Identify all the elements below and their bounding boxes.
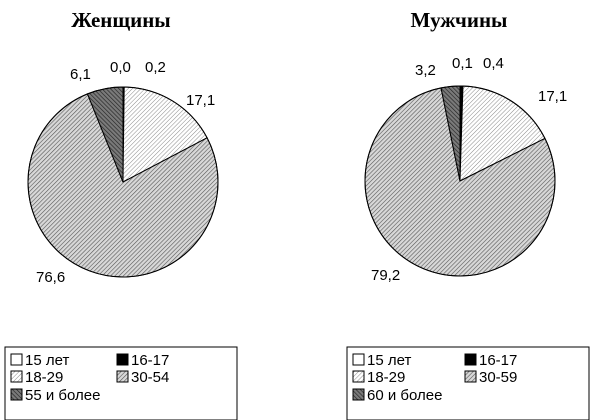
legend-men: 15 лет 16-17 18-29 30-59 60 и более: [346, 346, 590, 420]
legend-swatch-men-18-29: [352, 370, 365, 383]
legend-swatch-women-16-17: [116, 353, 129, 366]
data-label-men-30-59: 79,2: [371, 267, 400, 284]
legend-label-women-15: 15 лет: [25, 352, 69, 369]
pie-slice-women-outline: [27, 86, 219, 278]
legend-label-men-18-29: 18-29: [367, 369, 405, 386]
legend-label-women-55: 55 и более: [25, 387, 100, 404]
legend-swatch-women-55: [10, 388, 23, 401]
data-label-women-55: 6,1: [70, 66, 91, 83]
chart-title-men: Мужчины: [411, 8, 508, 32]
legend-label-women-30-54: 30-54: [131, 369, 169, 386]
legend-swatch-men-60: [352, 388, 365, 401]
data-label-women-16-17: 0,2: [145, 59, 166, 76]
pie-chart-men: Мужчины 0,1 0,4 17,1 79,2 3,2 15 лет 16-…: [346, 8, 590, 420]
data-label-women-18-29: 17,1: [186, 92, 215, 109]
legend-swatch-men-30-59: [464, 370, 477, 383]
legend-swatch-women-30-54: [116, 370, 129, 383]
pie-men: [364, 85, 556, 277]
data-label-men-60: 3,2: [415, 62, 436, 79]
legend-label-women-16-17: 16-17: [131, 352, 169, 369]
legend-swatch-men-16-17: [464, 353, 477, 366]
legend-label-men-16-17: 16-17: [479, 352, 517, 369]
data-label-men-16-17: 0,4: [483, 55, 504, 72]
legend-label-men-60: 60 и более: [367, 387, 442, 404]
legend-women: 15 лет 16-17 18-29 30-54 55 и более: [4, 346, 238, 420]
chart-title-women: Женщины: [71, 8, 170, 32]
legend-label-men-15: 15 лет: [367, 352, 411, 369]
data-label-men-18-29: 17,1: [538, 88, 567, 105]
pie-slice-men-outline: [364, 85, 556, 277]
data-label-women-15: 0,0: [110, 59, 131, 76]
pie-women: [27, 86, 219, 278]
legend-label-men-30-59: 30-59: [479, 369, 517, 386]
data-label-men-15: 0,1: [452, 55, 473, 72]
legend-swatch-women-18-29: [10, 370, 23, 383]
legend-label-women-18-29: 18-29: [25, 369, 63, 386]
legend-swatch-women-15: [10, 353, 23, 366]
pie-chart-women: Женщины 0,0 0,2 17,1 76,6 6,1 15 лет 16-…: [4, 8, 238, 420]
data-label-women-30-54: 76,6: [36, 269, 65, 286]
legend-swatch-men-15: [352, 353, 365, 366]
